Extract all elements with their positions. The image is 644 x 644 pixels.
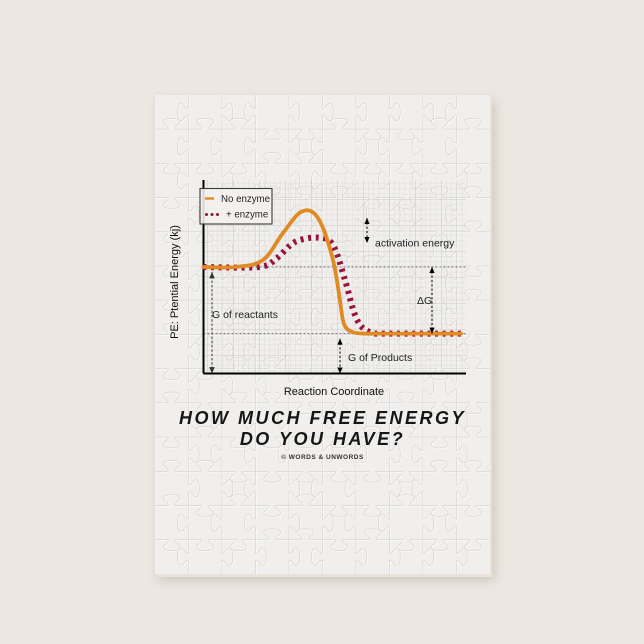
svg-text:G of Products: G of Products (348, 352, 412, 364)
svg-text:G of reactants: G of reactants (212, 309, 278, 321)
svg-text:Reaction Coordinate: Reaction Coordinate (284, 386, 384, 398)
svg-text:ΔG: ΔG (417, 295, 432, 307)
svg-text:No enzyme: No enzyme (221, 194, 270, 205)
svg-text:activation energy: activation energy (375, 238, 455, 250)
svg-text:PE: Ptential Energy (kj): PE: Ptential Energy (kj) (169, 225, 181, 339)
svg-text:+ enzyme: + enzyme (226, 209, 268, 220)
